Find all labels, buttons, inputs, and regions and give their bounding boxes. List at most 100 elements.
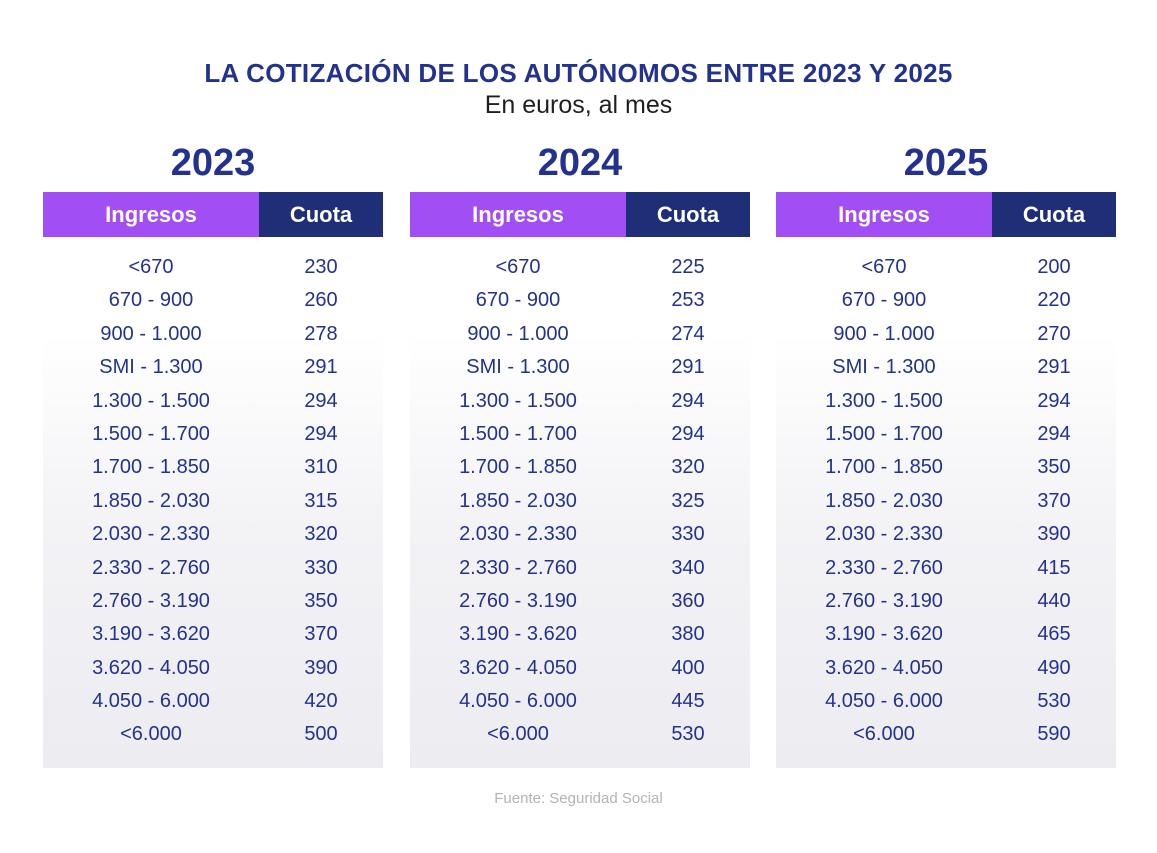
cuota-cell: 278 xyxy=(304,322,338,345)
cuota-cell: 230 xyxy=(304,256,338,278)
ingresos-cell: SMI - 1.300 xyxy=(466,356,570,379)
cuota-cell: 490 xyxy=(1037,656,1071,679)
table-row: 2.030 - 2.330 330 xyxy=(410,518,750,551)
ingresos-cell: 1.700 - 1.850 xyxy=(92,456,210,479)
ingresos-cell: <670 xyxy=(861,256,907,278)
ingresos-cell: 1.500 - 1.700 xyxy=(459,422,577,445)
ingresos-cell: 2.030 - 2.330 xyxy=(825,523,943,546)
cuota-cell: 530 xyxy=(1037,690,1071,713)
table-row: 900 - 1.000 274 xyxy=(410,318,750,351)
cuota-cell: 530 xyxy=(671,723,705,746)
table-row: 3.190 - 3.620 380 xyxy=(410,618,750,651)
table-row: 2.030 - 2.330 320 xyxy=(43,518,383,551)
ingresos-cell: 2.030 - 2.330 xyxy=(459,523,577,546)
cuota-cell: 465 xyxy=(1037,623,1071,646)
table-row: SMI - 1.300 291 xyxy=(43,351,383,384)
table-row: 2.760 - 3.190 440 xyxy=(776,585,1116,618)
cuota-cell: 294 xyxy=(671,389,705,412)
ingresos-cell: 1.700 - 1.850 xyxy=(459,456,577,479)
cuota-cell: 294 xyxy=(1037,389,1071,412)
cuota-cell: 274 xyxy=(671,322,705,345)
ingresos-cell: 3.190 - 3.620 xyxy=(825,623,943,646)
table-header: Ingresos Cuota xyxy=(43,192,383,237)
cuota-cell: 220 xyxy=(1037,289,1071,312)
cuota-cell: 225 xyxy=(671,256,705,278)
table-row: SMI - 1.300 291 xyxy=(410,351,750,384)
ingresos-cell: 3.620 - 4.050 xyxy=(92,656,210,679)
table-row: 3.620 - 4.050 400 xyxy=(410,652,750,685)
cuota-cell: 325 xyxy=(671,489,705,512)
ingresos-cell: SMI - 1.300 xyxy=(832,356,936,379)
table-row: 1.300 - 1.500 294 xyxy=(43,385,383,418)
cuota-cell: 330 xyxy=(671,523,705,546)
table-row: 2.330 - 2.760 330 xyxy=(43,552,383,585)
chart-subtitle: En euros, al mes xyxy=(484,91,673,119)
ingresos-cell: 670 - 900 xyxy=(108,289,194,312)
table-row: 670 - 900 253 xyxy=(410,284,750,317)
header-cuota: Cuota xyxy=(259,192,383,237)
cuota-cell: 350 xyxy=(1037,456,1071,479)
cuota-cell: 294 xyxy=(1037,422,1071,445)
cuota-cell: 440 xyxy=(1037,589,1071,612)
ingresos-cell: 2.330 - 2.760 xyxy=(825,556,943,579)
table-row: 900 - 1.000 270 xyxy=(776,318,1116,351)
ingresos-cell: 670 - 900 xyxy=(475,289,561,312)
table-row: 1.300 - 1.500 294 xyxy=(776,385,1116,418)
header-ingresos: Ingresos xyxy=(776,192,992,237)
ingresos-cell: 1.300 - 1.500 xyxy=(92,389,210,412)
table-row: 4.050 - 6.000 445 xyxy=(410,685,750,718)
ingresos-cell: 1.300 - 1.500 xyxy=(825,389,943,412)
ingresos-cell: 2.760 - 3.190 xyxy=(459,589,577,612)
chart-title: LA COTIZACIÓN DE LOS AUTÓNOMOS ENTRE 202… xyxy=(204,58,953,88)
cuota-cell: 400 xyxy=(671,656,705,679)
header-ingresos: Ingresos xyxy=(410,192,626,237)
cuota-cell: 370 xyxy=(304,623,338,646)
cuota-cell: 380 xyxy=(671,623,705,646)
cuota-cell: 270 xyxy=(1037,322,1071,345)
table-body: <670 200 670 - 900 220 900 - 1.000 270 SMI - 1… xyxy=(776,237,1116,768)
ingresos-cell: 2.330 - 2.760 xyxy=(92,556,210,579)
ingresos-cell: 900 - 1.000 xyxy=(467,322,569,345)
table-row: <670 225 xyxy=(410,251,750,284)
cuota-cell: 294 xyxy=(304,389,338,412)
table-row: <670 230 xyxy=(43,251,383,284)
table-row: 2.030 - 2.330 390 xyxy=(776,518,1116,551)
ingresos-cell: <670 xyxy=(495,256,541,278)
table-header: Ingresos Cuota xyxy=(776,192,1116,237)
ingresos-cell: 1.850 - 2.030 xyxy=(459,489,577,512)
cuota-cell: 370 xyxy=(1037,489,1071,512)
table-row: <6.000 590 xyxy=(776,718,1116,751)
table-row: 4.050 - 6.000 530 xyxy=(776,685,1116,718)
ingresos-cell: 1.500 - 1.700 xyxy=(92,422,210,445)
cuota-cell: 445 xyxy=(671,690,705,713)
cuota-cell: 200 xyxy=(1037,256,1071,278)
ingresos-cell: 4.050 - 6.000 xyxy=(825,690,943,713)
cuota-cell: 310 xyxy=(304,456,338,479)
table-row: 1.850 - 2.030 325 xyxy=(410,485,750,518)
table-row: 3.620 - 4.050 390 xyxy=(43,652,383,685)
table-row: 3.620 - 4.050 490 xyxy=(776,652,1116,685)
cuota-cell: 294 xyxy=(671,422,705,445)
ingresos-cell: 1.850 - 2.030 xyxy=(825,489,943,512)
ingresos-cell: 4.050 - 6.000 xyxy=(92,690,210,713)
ingresos-cell: 2.030 - 2.330 xyxy=(92,523,210,546)
ingresos-cell: 1.850 - 2.030 xyxy=(92,489,210,512)
cuota-cell: 340 xyxy=(671,556,705,579)
table-row: SMI - 1.300 291 xyxy=(776,351,1116,384)
table-row: 1.700 - 1.850 310 xyxy=(43,451,383,484)
header-ingresos: Ingresos xyxy=(43,192,259,237)
ingresos-cell: 900 - 1.000 xyxy=(833,322,935,345)
table-row: 1.850 - 2.030 370 xyxy=(776,485,1116,518)
ingresos-cell: 3.620 - 4.050 xyxy=(459,656,577,679)
table-row: 2.760 - 3.190 350 xyxy=(43,585,383,618)
table-panel-2024: 2024 Ingresos Cuota <670 225 670 - 900 253 9… xyxy=(410,140,750,768)
ingresos-cell: 2.760 - 3.190 xyxy=(825,589,943,612)
ingresos-cell: 900 - 1.000 xyxy=(100,322,202,345)
ingresos-cell: 3.190 - 3.620 xyxy=(459,623,577,646)
table-row: 1.700 - 1.850 350 xyxy=(776,451,1116,484)
ingresos-cell: <6.000 xyxy=(120,723,182,746)
table-panel-2025: 2025 Ingresos Cuota <670 200 670 - 900 220 9… xyxy=(776,140,1116,768)
ingresos-cell: 2.330 - 2.760 xyxy=(459,556,577,579)
cuota-cell: 390 xyxy=(304,656,338,679)
table-row: 4.050 - 6.000 420 xyxy=(43,685,383,718)
